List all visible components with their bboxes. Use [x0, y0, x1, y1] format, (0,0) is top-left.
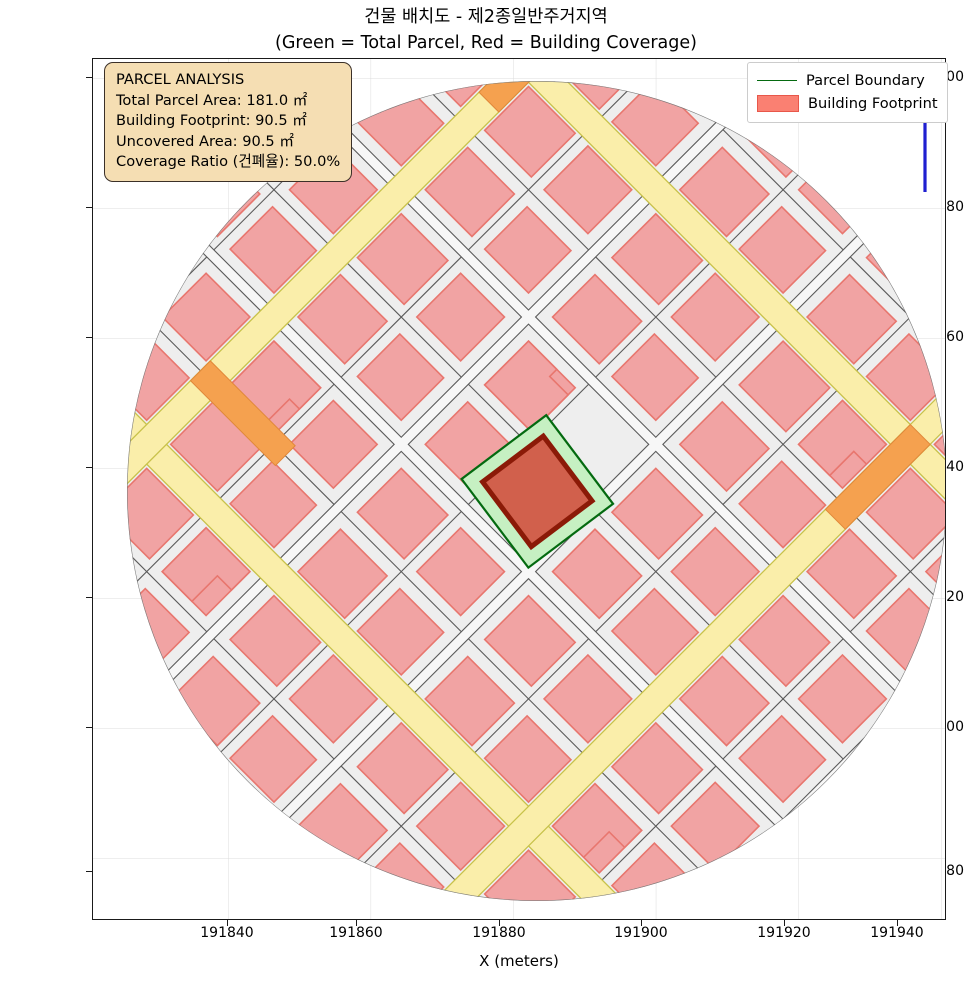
- y-tick-mark: [86, 337, 92, 338]
- y-tick-mark: [86, 207, 92, 208]
- analysis-total-parcel-area: Total Parcel Area: 181.0 ㎡: [116, 91, 308, 109]
- parcel-analysis-box: PARCEL ANALYSIS Total Parcel Area: 181.0…: [104, 62, 353, 182]
- x-tick-mark: [499, 920, 500, 926]
- x-tick-mark: [641, 920, 642, 926]
- y-tick-mark: [86, 871, 92, 872]
- context-buildings-irregular: [161, 339, 888, 859]
- x-tick-label: 191880: [472, 925, 526, 941]
- map-legend: Parcel Boundary Building Footprint: [747, 62, 948, 123]
- legend-label: Parcel Boundary: [806, 71, 925, 89]
- title-line-1: 건물 배치도 - 제2종일반주거지역: [364, 7, 608, 27]
- x-axis-label: X (meters): [479, 952, 559, 970]
- y-tick-mark: [86, 77, 92, 78]
- x-tick-label: 191840: [200, 925, 254, 941]
- y-tick-mark: [86, 467, 92, 468]
- x-tick-label: 191940: [870, 925, 924, 941]
- analysis-uncovered-area: Uncovered Area: 90.5 ㎡: [116, 132, 294, 150]
- x-tick-label: 191920: [757, 925, 811, 941]
- legend-line-swatch: [757, 80, 797, 81]
- analysis-building-footprint: Building Footprint: 90.5 ㎡: [116, 112, 307, 130]
- analysis-coverage-ratio: Coverage Ratio (건폐율): 50.0%: [116, 153, 341, 171]
- road-overlap-segment: [189, 81, 931, 530]
- subject-building-footprint: [479, 432, 596, 551]
- x-tick-mark: [227, 920, 228, 926]
- roads: [127, 81, 945, 901]
- legend-item-building-footprint: Building Footprint: [757, 92, 938, 115]
- x-tick-mark: [897, 920, 898, 926]
- road-horizontal: [127, 81, 945, 901]
- y-tick-mark: [86, 597, 92, 598]
- legend-label: Building Footprint: [808, 94, 938, 112]
- page-title: 건물 배치도 - 제2종일반주거지역 (Green = Total Parcel…: [0, 4, 972, 56]
- title-line-2: (Green = Total Parcel, Red = Building Co…: [275, 33, 697, 53]
- y-tick-mark: [86, 727, 92, 728]
- cadastral-map-svg: [93, 59, 945, 919]
- x-tick-label: 191900: [614, 925, 668, 941]
- analysis-heading: PARCEL ANALYSIS: [116, 71, 245, 88]
- x-tick-label: 191860: [329, 925, 383, 941]
- x-tick-mark: [356, 920, 357, 926]
- legend-patch-swatch: [757, 95, 799, 112]
- x-tick-mark: [784, 920, 785, 926]
- legend-item-parcel-boundary: Parcel Boundary: [757, 69, 938, 92]
- map-plot-area: [92, 58, 946, 920]
- subject-parcel-group: [460, 413, 615, 570]
- map-canvas: [93, 59, 945, 919]
